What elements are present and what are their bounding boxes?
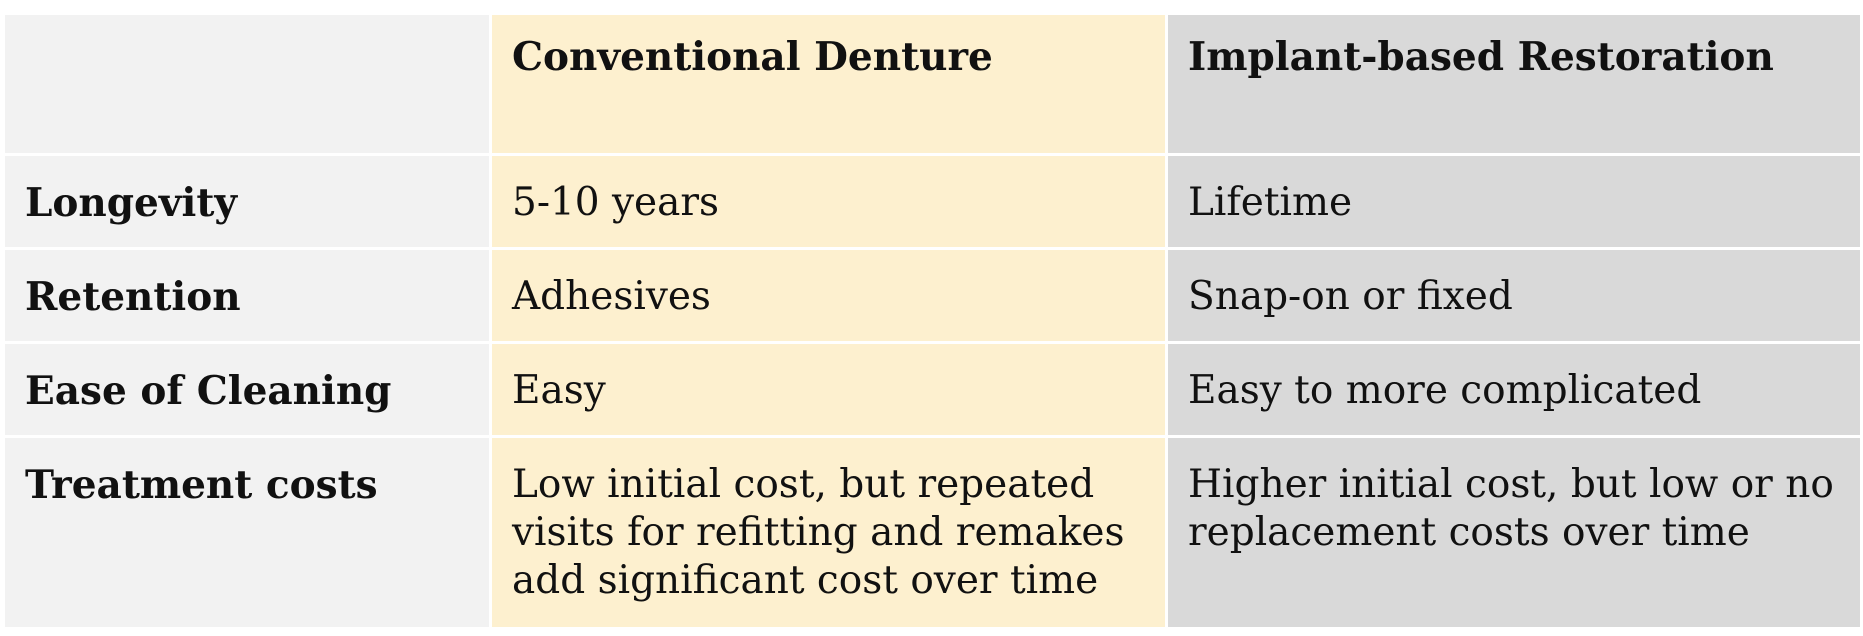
header-implant-cell: Implant-based Restoration [1165, 12, 1863, 156]
header-corner-label [25, 15, 469, 33]
conventional-value-cell: 5-10 years [489, 153, 1168, 250]
row-label-longevity: Longevity [25, 180, 238, 226]
header-corner-cell [2, 12, 492, 156]
row-label-ease-of-cleaning: Ease of Cleaning [25, 368, 392, 414]
retention-conventional-value: Adhesives [512, 274, 711, 319]
row-label-cell: Ease of Cleaning [2, 341, 492, 438]
retention-implant-value: Snap-on or fixed [1188, 274, 1513, 319]
costs-conventional-value: Low initial cost, but repeated visits fo… [512, 462, 1125, 603]
cleaning-implant-value: Easy to more complicated [1188, 368, 1702, 413]
row-label-retention: Retention [25, 274, 241, 320]
longevity-implant-value: Lifetime [1188, 180, 1353, 225]
conventional-value-cell: Low initial cost, but repeated visits fo… [489, 435, 1168, 630]
implant-value-cell: Easy to more complicated [1165, 341, 1863, 438]
table-row-treatment-costs: Treatment costs Low initial cost, but re… [2, 435, 1863, 630]
longevity-conventional-value: 5-10 years [512, 180, 720, 225]
table-row-longevity: Longevity 5-10 years Lifetime [2, 153, 1863, 250]
table-row-retention: Retention Adhesives Snap-on or fixed [2, 247, 1863, 344]
comparison-table-container: Conventional Denture Implant-based Resto… [2, 12, 1863, 630]
table-row-ease-of-cleaning: Ease of Cleaning Easy Easy to more compl… [2, 341, 1863, 438]
header-implant-restoration: Implant-based Restoration [1188, 34, 1774, 80]
implant-value-cell: Snap-on or fixed [1165, 247, 1863, 344]
cleaning-conventional-value: Easy [512, 368, 606, 413]
conventional-value-cell: Adhesives [489, 247, 1168, 344]
conventional-value-cell: Easy [489, 341, 1168, 438]
header-conventional-denture: Conventional Denture [512, 34, 993, 80]
row-label-cell: Longevity [2, 153, 492, 250]
implant-value-cell: Higher initial cost, but low or no repla… [1165, 435, 1863, 630]
comparison-table: Conventional Denture Implant-based Resto… [2, 12, 1863, 630]
table-header-row: Conventional Denture Implant-based Resto… [2, 12, 1863, 156]
implant-value-cell: Lifetime [1165, 153, 1863, 250]
costs-implant-value: Higher initial cost, but low or no repla… [1188, 462, 1834, 555]
row-label-cell: Treatment costs [2, 435, 492, 630]
row-label-treatment-costs: Treatment costs [25, 462, 378, 508]
row-label-cell: Retention [2, 247, 492, 344]
header-conventional-cell: Conventional Denture [489, 12, 1168, 156]
